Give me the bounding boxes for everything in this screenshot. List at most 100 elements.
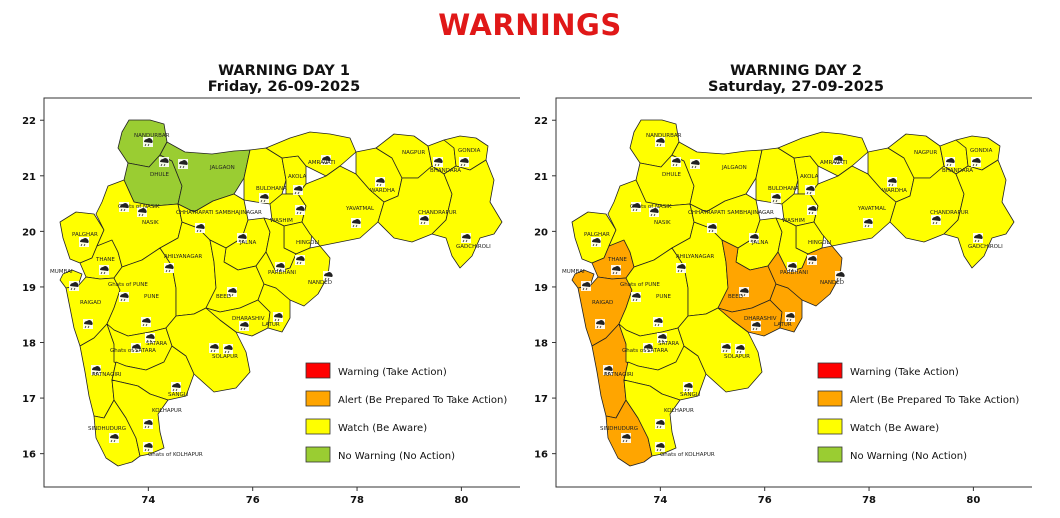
place-label: RATNAGIRI (92, 372, 122, 378)
rain-cloud-icon (79, 237, 89, 247)
y-tick-label: 17 (22, 394, 36, 405)
rain-cloud-icon (119, 202, 129, 212)
rain-cloud-icon (195, 223, 205, 233)
rain-cloud-icon (137, 207, 147, 217)
rain-cloud-icon (721, 343, 731, 353)
x-tick-label: 76 (758, 495, 772, 506)
place-label: Ghats of KOLHAPUR (148, 452, 203, 458)
rain-cloud-icon (887, 177, 897, 187)
rain-cloud-icon (771, 193, 781, 203)
place-label: LATUR (262, 322, 280, 328)
rain-cloud-icon (143, 442, 153, 452)
rain-cloud-icon (683, 382, 693, 392)
rain-cloud-icon (143, 419, 153, 429)
rain-cloud-icon (805, 185, 815, 195)
place-label: PARBHANI (268, 270, 296, 276)
y-tick-label: 16 (534, 450, 548, 461)
warning-panel-day2: WARNING DAY 2 Saturday, 27-09-2025 NANDU… (512, 62, 1032, 512)
place-label: BHANDARA (430, 168, 461, 174)
district-solapur (165, 307, 251, 393)
place-label: NANDED (820, 280, 844, 286)
rain-cloud-icon (653, 317, 663, 327)
place-label: AMRAVATI (820, 160, 848, 166)
place-label: GADCHIROLI (456, 244, 491, 250)
district-solapur (677, 307, 763, 393)
place-label: DHARASHIV (744, 316, 777, 322)
rain-cloud-icon (145, 333, 155, 343)
place-label: THANE (607, 257, 627, 263)
place-label: NANDURBAR (134, 133, 170, 139)
legend-label: Watch (Be Aware) (338, 423, 427, 434)
rain-cloud-icon (461, 233, 471, 243)
district-amravati (265, 131, 357, 177)
place-label: BULDHANA (768, 186, 799, 192)
rain-cloud-icon (807, 205, 817, 215)
rain-cloud-icon (595, 319, 605, 329)
place-label: Ghats of KOLHAPUR (660, 452, 715, 458)
rain-cloud-icon (321, 155, 331, 165)
rain-cloud-icon (971, 157, 981, 167)
rain-cloud-icon (295, 205, 305, 215)
rain-cloud-icon (631, 292, 641, 302)
rain-cloud-icon (99, 265, 109, 275)
legend-label: Alert (Be Prepared To Take Action) (338, 395, 507, 406)
place-label: WASHIM (270, 218, 293, 224)
legend-swatch (817, 362, 843, 379)
rain-cloud-icon (649, 207, 659, 217)
y-tick-label: 19 (22, 283, 36, 294)
rain-cloud-icon (739, 287, 749, 297)
district-gadchiroli (943, 159, 1015, 269)
district-nanded (255, 245, 331, 307)
rain-cloud-icon (735, 344, 745, 354)
x-tick-label: 80 (966, 495, 980, 506)
y-tick-label: 21 (534, 172, 548, 183)
legend-swatch (817, 390, 843, 407)
place-label: AKOLA (288, 174, 307, 180)
place-label: SATARA (658, 341, 679, 347)
place-label: Ghats of SATARA (110, 348, 156, 354)
place-label: RAIGAD (592, 300, 613, 306)
place-label: PALGHAR (584, 232, 610, 238)
y-tick-label: 21 (22, 172, 36, 183)
place-label: Ghats of NASIK (630, 204, 672, 210)
district-kolhapur (623, 379, 681, 457)
place-label: NASIK (654, 220, 671, 226)
place-label: JALGAON (209, 165, 235, 171)
place-label: YAVATMAL (345, 206, 375, 212)
rain-cloud-icon (69, 281, 79, 291)
rain-cloud-icon (671, 157, 681, 167)
rain-cloud-icon (655, 442, 665, 452)
x-tick-label: 76 (246, 495, 260, 506)
place-label: MUMBAI (562, 269, 585, 275)
place-label: NANDED (308, 280, 332, 286)
rain-cloud-icon (164, 263, 174, 273)
legend-swatch (305, 418, 331, 435)
legend-swatch (817, 446, 843, 463)
rain-cloud-icon (83, 319, 93, 329)
rain-cloud-icon (655, 137, 665, 147)
place-label: WARDHA (882, 188, 907, 194)
place-label: JALGAON (721, 165, 747, 171)
rain-cloud-icon (611, 265, 621, 275)
rain-cloud-icon (581, 281, 591, 291)
panel-title: WARNING DAY 1 (218, 63, 350, 79)
rain-cloud-icon (945, 157, 955, 167)
place-label: LATUR (774, 322, 792, 328)
rain-cloud-icon (293, 185, 303, 195)
place-label: PARBHANI (780, 270, 808, 276)
place-label: CHHATRAPATI SAMBHAJINAGAR (688, 210, 774, 216)
place-label: MUMBAI (50, 269, 73, 275)
main-title: WARNINGS (438, 8, 622, 42)
rain-cloud-icon (643, 343, 653, 353)
place-label: WASHIM (782, 218, 805, 224)
y-tick-label: 16 (22, 450, 36, 461)
district-gadchiroli (431, 159, 503, 269)
rain-cloud-icon (259, 193, 269, 203)
y-tick-label: 17 (534, 394, 548, 405)
place-label: SINDHUDURG (600, 426, 638, 432)
place-label: PALGHAR (72, 232, 98, 238)
rain-cloud-icon (351, 218, 361, 228)
place-label: CHANDRAPUR (418, 210, 457, 216)
place-label: PUNE (656, 294, 671, 300)
legend-swatch (817, 418, 843, 435)
